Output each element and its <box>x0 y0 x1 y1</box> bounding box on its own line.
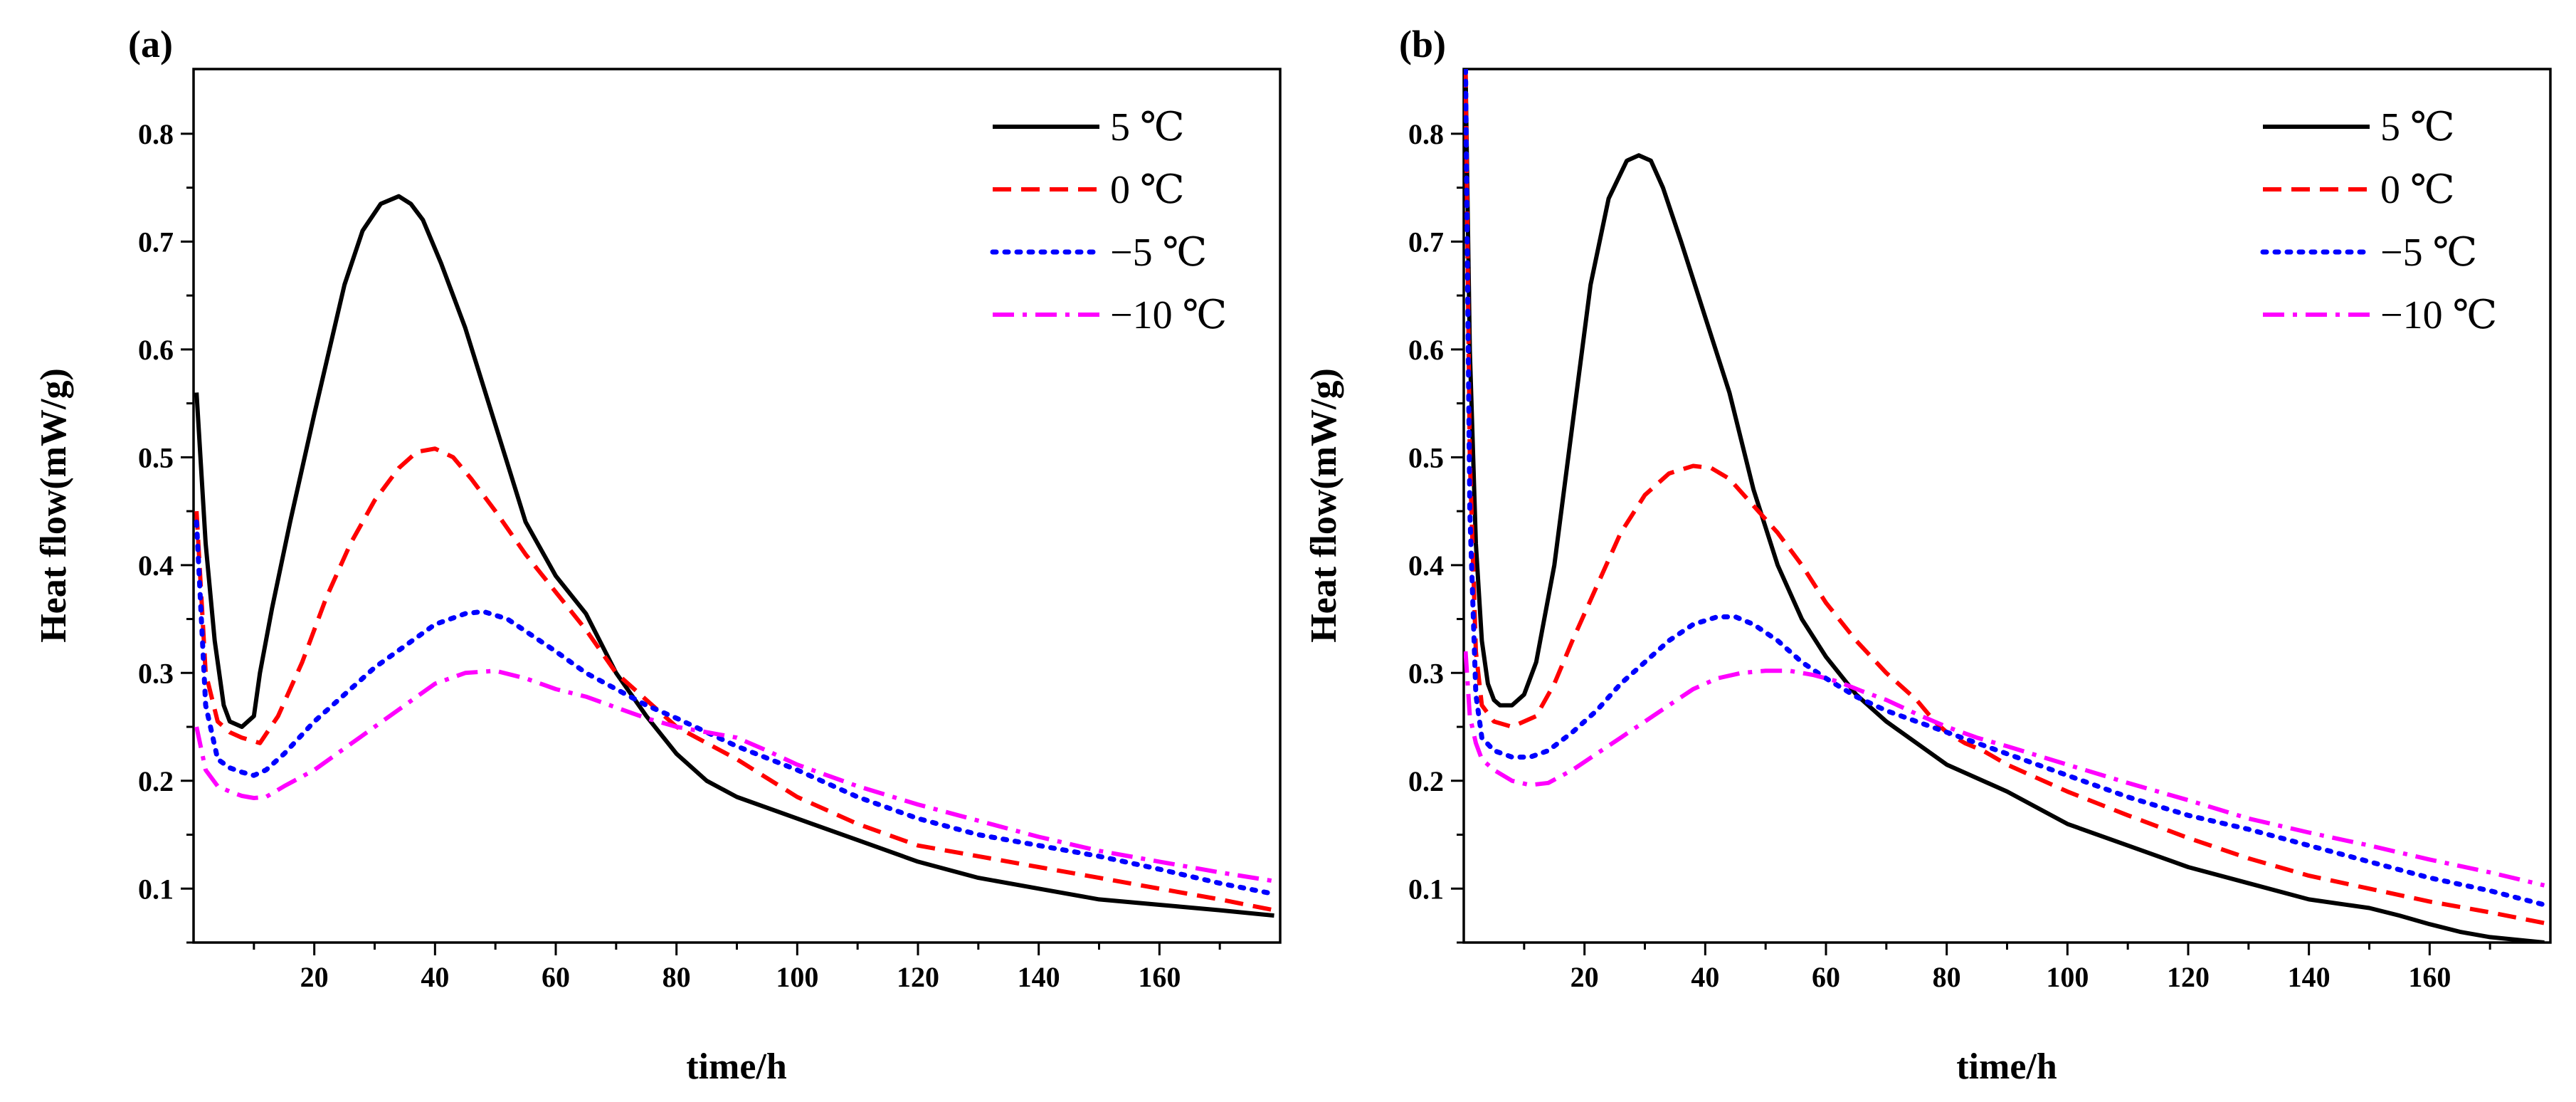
series-line-m5C <box>1464 69 2547 908</box>
panel-b-x-tick-labels: 20 40 60 80 100 120 140 160 <box>1571 961 2451 993</box>
x-tick-label: 120 <box>897 961 939 993</box>
panel-a-y-tick-labels: 0.1 0.2 0.3 0.4 0.5 0.6 0.7 0.8 <box>138 118 174 905</box>
y-tick-label: 0.1 <box>138 873 174 905</box>
x-tick-label: 140 <box>1018 961 1060 993</box>
x-tick-label: 100 <box>2046 961 2089 993</box>
panel-b-series <box>1464 69 2547 943</box>
panel-b: (b) 20 40 60 80 100 120 140 160 0.1 0.2 … <box>1304 23 2552 1087</box>
y-tick-label: 0.5 <box>138 441 174 473</box>
panel-b-label: (b) <box>1399 23 1446 65</box>
x-tick-label: 120 <box>2167 961 2210 993</box>
series-line-m10C <box>194 668 1274 883</box>
x-tick-label: 80 <box>1933 961 1961 993</box>
y-tick-label: 0.3 <box>1408 657 1444 689</box>
panel-a-legend: 5 ℃ 0 ℃ −5 ℃ −10 ℃ <box>990 105 1227 337</box>
panel-a: (a) 20 40 60 80 100 120 140 160 0.1 0.2 … <box>33 23 1282 1087</box>
y-tick-label: 0.3 <box>138 657 174 689</box>
legend-label: −5 ℃ <box>1110 231 1207 275</box>
x-tick-label: 140 <box>2288 961 2330 993</box>
y-tick-label: 0.4 <box>138 550 174 582</box>
x-tick-label: 160 <box>1138 961 1181 993</box>
panel-b-x-axis-title: time/h <box>1956 1046 2057 1087</box>
series-line-m5C <box>194 519 1277 897</box>
legend-label: 0 ℃ <box>2380 168 2455 212</box>
y-tick-label: 0.7 <box>1408 226 1444 258</box>
x-tick-label: 100 <box>776 961 818 993</box>
panel-b-y-axis-title: Heat flow(mW/g) <box>1304 368 1344 643</box>
series-line-0C <box>194 446 1275 913</box>
y-tick-label: 0.6 <box>138 334 174 366</box>
x-tick-label: 20 <box>300 961 329 993</box>
panel-a-x-tick-labels: 20 40 60 80 100 120 140 160 <box>300 961 1181 993</box>
legend-label: −10 ℃ <box>2380 293 2497 337</box>
y-tick-label: 0.2 <box>138 765 174 797</box>
panel-a-series <box>194 194 1277 918</box>
y-tick-label: 0.8 <box>1408 118 1444 150</box>
y-tick-label: 0.2 <box>1408 765 1444 797</box>
series-line-5C <box>194 194 1274 918</box>
y-tick-label: 0.4 <box>1408 550 1444 582</box>
panel-a-ticks <box>181 132 1221 955</box>
panel-b-ticks <box>1451 132 2491 955</box>
y-tick-label: 0.6 <box>1408 334 1444 366</box>
series-line-5C <box>1464 69 2545 943</box>
legend-label: −10 ℃ <box>1110 293 1227 337</box>
y-tick-label: 0.5 <box>1408 441 1444 473</box>
legend-label: −5 ℃ <box>2380 231 2477 275</box>
x-tick-label: 40 <box>421 961 449 993</box>
series-line-m10C <box>1464 651 2545 888</box>
x-tick-label: 20 <box>1571 961 1599 993</box>
legend-label: 0 ℃ <box>1110 168 1185 212</box>
legend-label: 5 ℃ <box>2380 105 2455 149</box>
panel-b-y-tick-labels: 0.1 0.2 0.3 0.4 0.5 0.6 0.7 0.8 <box>1408 118 1444 905</box>
legend-label: 5 ℃ <box>1110 105 1185 149</box>
x-tick-label: 60 <box>1812 961 1840 993</box>
y-tick-label: 0.7 <box>138 226 174 258</box>
panel-a-x-axis-title: time/h <box>686 1046 787 1087</box>
x-tick-label: 80 <box>663 961 691 993</box>
x-tick-label: 40 <box>1691 961 1719 993</box>
panel-b-legend: 5 ℃ 0 ℃ −5 ℃ −10 ℃ <box>2260 105 2497 337</box>
panel-a-label: (a) <box>128 23 173 65</box>
panel-a-y-axis-title: Heat flow(mW/g) <box>33 368 74 643</box>
y-tick-label: 0.1 <box>1408 873 1444 905</box>
y-tick-label: 0.8 <box>138 118 174 150</box>
x-tick-label: 60 <box>542 961 570 993</box>
x-tick-label: 160 <box>2408 961 2451 993</box>
